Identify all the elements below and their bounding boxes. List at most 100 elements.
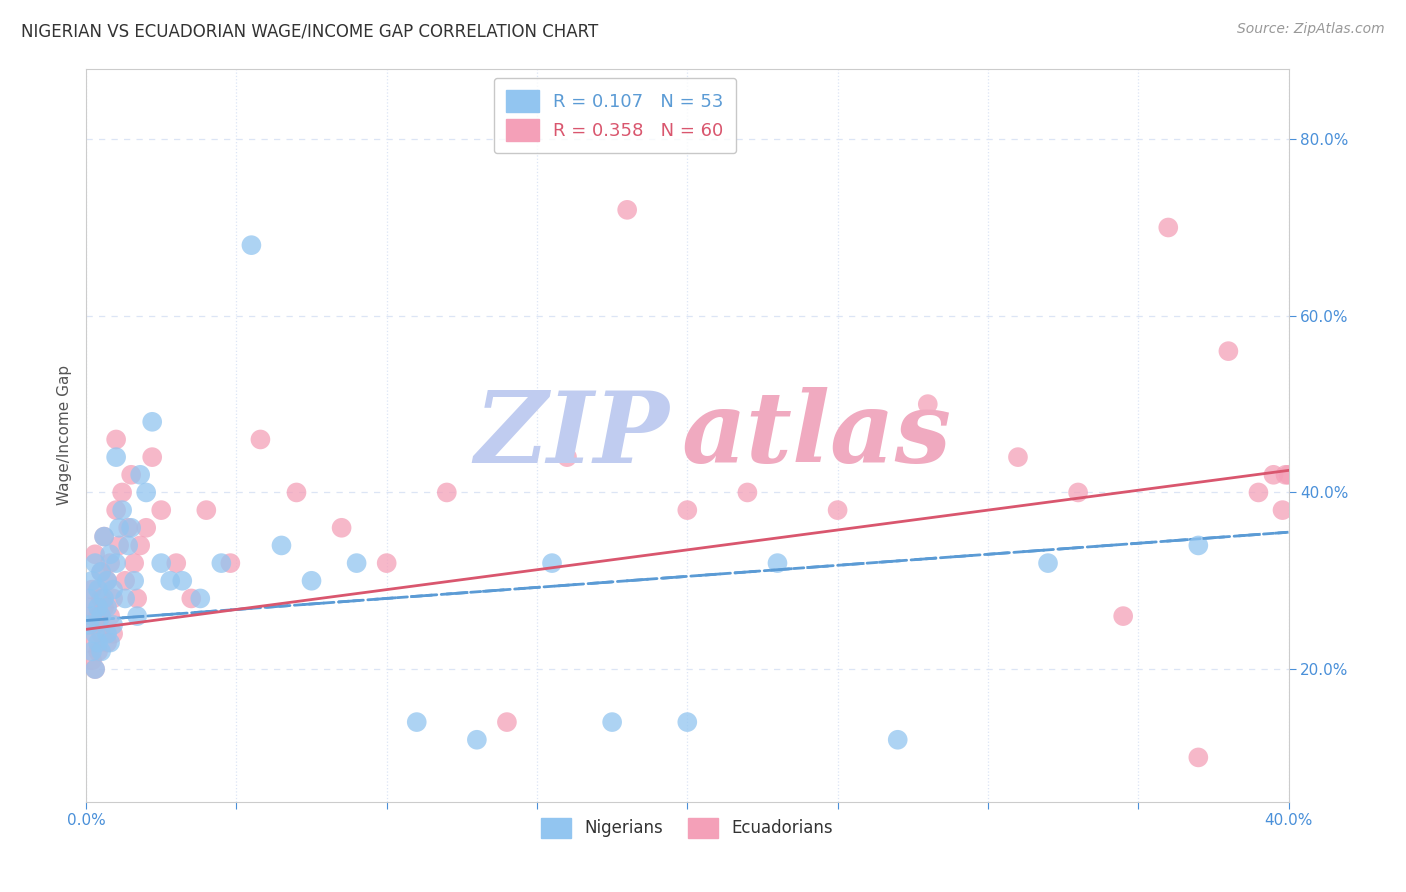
- Point: [105, 450, 128, 464]
- Text: NIGERIAN VS ECUADORIAN WAGE/INCOME GAP CORRELATION CHART: NIGERIAN VS ECUADORIAN WAGE/INCOME GAP C…: [21, 22, 599, 40]
- Point: [1187, 538, 1209, 552]
- Point: [96, 627, 118, 641]
- Point: [616, 202, 638, 217]
- Point: [436, 485, 458, 500]
- Point: [219, 556, 242, 570]
- Point: [135, 485, 157, 500]
- Point: [90, 627, 112, 641]
- Point: [80, 653, 103, 667]
- Point: [77, 591, 100, 606]
- Point: [84, 627, 107, 641]
- Point: [886, 732, 908, 747]
- Point: [117, 538, 139, 552]
- Point: [101, 618, 124, 632]
- Point: [77, 635, 100, 649]
- Point: [90, 565, 112, 579]
- Point: [93, 530, 115, 544]
- Point: [1112, 609, 1135, 624]
- Point: [90, 609, 112, 624]
- Point: [80, 574, 103, 588]
- Point: [96, 635, 118, 649]
- Point: [405, 715, 427, 730]
- Point: [249, 433, 271, 447]
- Point: [141, 415, 163, 429]
- Point: [496, 715, 519, 730]
- Point: [87, 609, 110, 624]
- Point: [77, 600, 100, 615]
- Point: [195, 503, 218, 517]
- Point: [465, 732, 488, 747]
- Point: [93, 530, 115, 544]
- Point: [676, 503, 699, 517]
- Point: [96, 574, 118, 588]
- Point: [737, 485, 759, 500]
- Point: [90, 644, 112, 658]
- Point: [270, 538, 292, 552]
- Point: [120, 521, 142, 535]
- Point: [98, 635, 121, 649]
- Point: [108, 521, 131, 535]
- Point: [1263, 467, 1285, 482]
- Point: [122, 574, 145, 588]
- Point: [1157, 220, 1180, 235]
- Point: [101, 627, 124, 641]
- Point: [541, 556, 564, 570]
- Point: [346, 556, 368, 570]
- Point: [87, 582, 110, 597]
- Point: [188, 591, 211, 606]
- Point: [165, 556, 187, 570]
- Point: [105, 556, 128, 570]
- Point: [111, 503, 134, 517]
- Point: [93, 591, 115, 606]
- Point: [127, 609, 149, 624]
- Point: [84, 662, 107, 676]
- Text: atlas: atlas: [682, 387, 952, 483]
- Point: [84, 547, 107, 561]
- Point: [77, 618, 100, 632]
- Point: [172, 574, 194, 588]
- Point: [150, 503, 173, 517]
- Point: [301, 574, 323, 588]
- Point: [676, 715, 699, 730]
- Point: [330, 521, 353, 535]
- Point: [98, 547, 121, 561]
- Point: [114, 591, 136, 606]
- Point: [120, 467, 142, 482]
- Point: [240, 238, 263, 252]
- Point: [84, 556, 107, 570]
- Point: [114, 574, 136, 588]
- Text: Source: ZipAtlas.com: Source: ZipAtlas.com: [1237, 22, 1385, 37]
- Point: [375, 556, 398, 570]
- Point: [127, 591, 149, 606]
- Point: [1187, 750, 1209, 764]
- Point: [1277, 467, 1299, 482]
- Point: [87, 644, 110, 658]
- Point: [98, 609, 121, 624]
- Point: [98, 556, 121, 570]
- Point: [150, 556, 173, 570]
- Point: [1274, 467, 1296, 482]
- Point: [555, 450, 578, 464]
- Point: [105, 503, 128, 517]
- Point: [122, 556, 145, 570]
- Point: [180, 591, 202, 606]
- Point: [141, 450, 163, 464]
- Point: [96, 574, 118, 588]
- Point: [90, 591, 112, 606]
- Point: [1271, 503, 1294, 517]
- Point: [129, 467, 152, 482]
- Point: [285, 485, 308, 500]
- Point: [135, 521, 157, 535]
- Point: [80, 582, 103, 597]
- Point: [827, 503, 849, 517]
- Point: [90, 565, 112, 579]
- Point: [87, 635, 110, 649]
- Point: [80, 609, 103, 624]
- Point: [101, 591, 124, 606]
- Point: [209, 556, 232, 570]
- Point: [600, 715, 623, 730]
- Point: [1247, 485, 1270, 500]
- Text: ZIP: ZIP: [474, 387, 669, 483]
- Point: [1036, 556, 1059, 570]
- Point: [96, 600, 118, 615]
